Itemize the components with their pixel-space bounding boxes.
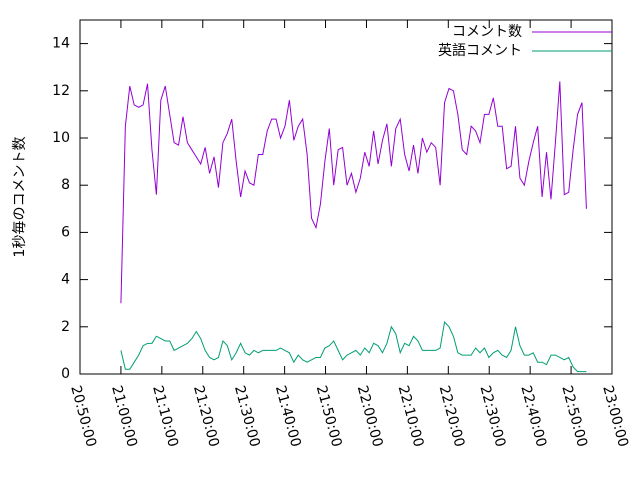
y-axis-label: 1秒毎のコメント数 — [12, 137, 28, 258]
x-tick-label: 20:50:00 — [67, 384, 99, 449]
y-tick-label: 4 — [61, 272, 70, 288]
plot-border — [79, 19, 613, 375]
y-tick-label: 2 — [61, 319, 70, 335]
y-tick-label: 12 — [52, 83, 70, 99]
x-tick-label: 21:50:00 — [313, 384, 345, 449]
y-tick-label: 14 — [52, 36, 70, 52]
x-tick-label: 22:10:00 — [395, 384, 427, 449]
series-line — [120, 81, 587, 304]
x-tick-label: 21:20:00 — [190, 384, 222, 449]
x-tick-label: 22:20:00 — [436, 384, 468, 449]
x-tick-label: 21:30:00 — [231, 384, 263, 449]
y-tick-label: 10 — [52, 130, 70, 146]
legend-label: コメント数 — [452, 24, 522, 40]
x-tick-label: 22:40:00 — [517, 384, 549, 449]
x-tick-label: 22:00:00 — [354, 384, 386, 449]
x-tick-label: 21:40:00 — [272, 384, 304, 449]
x-tick-label: 22:30:00 — [477, 384, 509, 449]
legend-label: 英語コメント — [438, 42, 522, 59]
x-tick-label: 23:00:00 — [599, 384, 631, 449]
y-tick-label: 8 — [61, 177, 70, 193]
y-tick-label: 0 — [61, 366, 70, 382]
x-tick-label: 22:50:00 — [558, 384, 590, 449]
x-tick-label: 21:00:00 — [108, 384, 140, 449]
y-tick-label: 6 — [61, 224, 70, 240]
series-line — [120, 321, 587, 373]
x-tick-label: 21:10:00 — [149, 384, 181, 449]
